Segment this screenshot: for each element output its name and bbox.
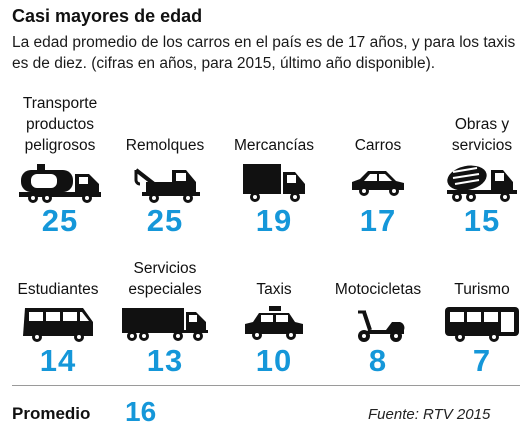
- vehicle-label: Remolques: [125, 137, 205, 154]
- vehicle-value: 7: [472, 343, 492, 378]
- vehicle-item-bus: Turismo 7: [432, 254, 530, 378]
- scooter-icon: [358, 310, 405, 342]
- vehicle-item-trailer: Servicios especiales 13: [115, 254, 215, 378]
- vehicle-value: 25: [146, 203, 184, 238]
- car-icon: [352, 171, 404, 196]
- vehicle-label: Turismo: [454, 281, 510, 298]
- vehicle-label: Estudiantes: [17, 281, 99, 298]
- tanker-truck-icon: [19, 164, 101, 203]
- vehicle-item-taxi: Taxis 10: [224, 254, 324, 378]
- vehicle-value: 14: [39, 343, 77, 378]
- tow-truck-icon: [134, 168, 200, 203]
- vehicle-value: 19: [255, 203, 293, 238]
- taxi-icon: [245, 306, 303, 340]
- average-value: 16: [125, 396, 157, 427]
- bus-icon: [445, 307, 519, 342]
- average-label: Promedio: [12, 404, 91, 423]
- title: Casi mayores de edad: [12, 6, 203, 26]
- vehicle-label: Transporte productos peligrosos: [22, 95, 98, 154]
- vehicle-item-van: Estudiantes 14: [8, 254, 108, 378]
- vehicle-value: 17: [359, 203, 397, 238]
- vehicle-label: Carros: [354, 137, 402, 154]
- cargo-truck-icon: [243, 164, 305, 202]
- van-icon: [23, 308, 93, 342]
- vehicle-item-scooter: Motocicletas 8: [328, 254, 428, 378]
- vehicle-value: 8: [368, 343, 388, 378]
- cement-mixer-icon: [447, 165, 517, 202]
- vehicle-value: 10: [255, 343, 293, 378]
- divider: [12, 385, 520, 386]
- vehicle-value: 15: [463, 203, 501, 238]
- trailer-truck-icon: [122, 308, 208, 341]
- vehicle-item-cargo: Mercancías 19: [224, 90, 324, 238]
- vehicle-value: 13: [146, 343, 184, 378]
- vehicle-label: Obras y servicios: [451, 116, 513, 154]
- vehicle-item-tanker: Transporte productos peligrosos 25: [10, 90, 110, 238]
- vehicle-label: Servicios especiales: [128, 260, 202, 298]
- vehicle-label: Taxis: [256, 281, 292, 298]
- vehicle-item-mixer: Obras y servicios 15: [432, 90, 530, 238]
- source-note: Fuente: RTV 2015: [368, 406, 491, 423]
- subtitle: La edad promedio de los carros en el paí…: [12, 34, 516, 72]
- vehicle-label: Mercancías: [233, 137, 315, 154]
- vehicle-item-tow: Remolques 25: [115, 90, 215, 238]
- vehicle-value: 25: [41, 203, 79, 238]
- vehicle-item-car: Carros 17: [328, 90, 428, 238]
- vehicle-label: Motocicletas: [334, 281, 422, 298]
